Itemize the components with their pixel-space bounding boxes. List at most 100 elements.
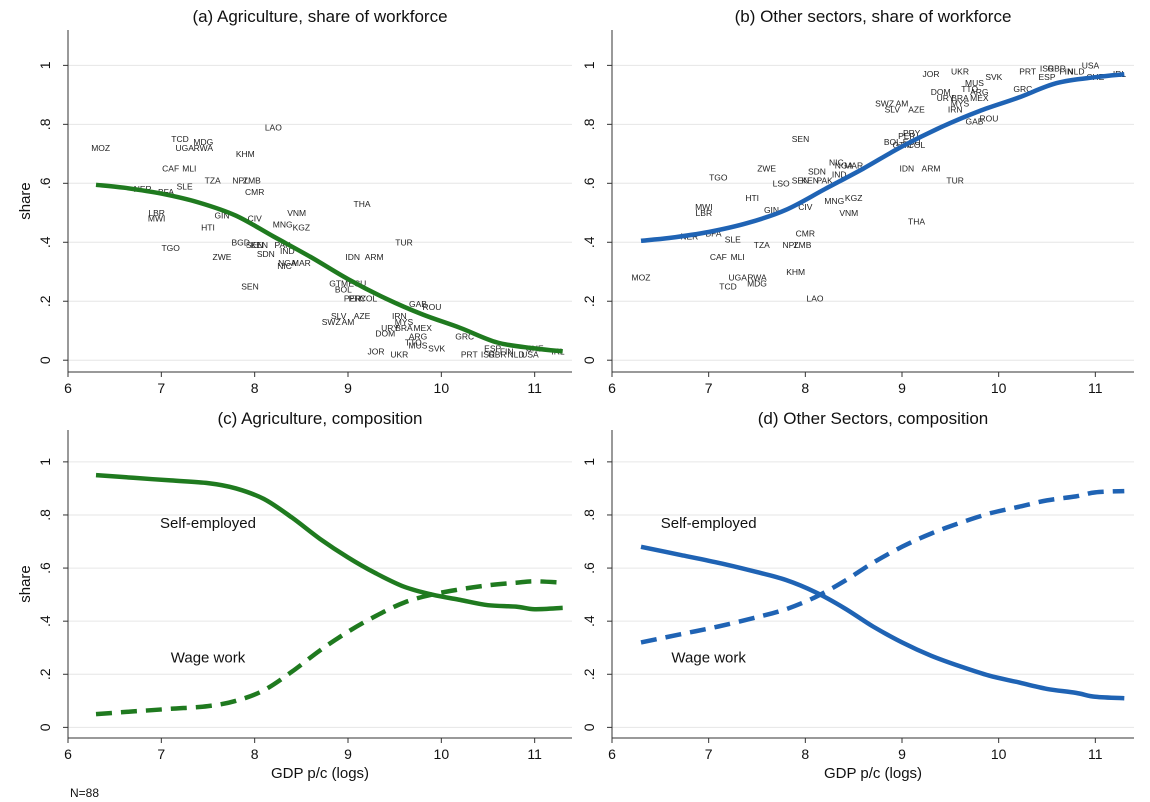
country-label-sle: SLE — [177, 181, 193, 191]
country-label-npl: NPL — [783, 240, 800, 250]
country-label-lbr: LBR — [148, 208, 165, 218]
country-label-aze: AZE — [354, 311, 371, 321]
country-label-jor: JOR — [368, 346, 385, 356]
country-label-moz: MOZ — [632, 273, 651, 283]
country-label-tha: THA — [908, 217, 925, 227]
annotation-self-employed: Self-employed — [661, 515, 757, 532]
country-label-zmb: ZMB — [243, 175, 261, 185]
x-tick-label: 11 — [527, 746, 542, 762]
country-label-svk: SVK — [985, 72, 1002, 82]
country-label-fin: FIN — [1059, 66, 1073, 76]
country-label-sen: SEN — [792, 175, 809, 185]
panel-title: (a) Agriculture, share of workforce — [192, 7, 447, 26]
country-label-caf: CAF — [162, 164, 179, 174]
country-label-prt: PRT — [1019, 66, 1036, 76]
country-label-pry: PRY — [349, 293, 367, 303]
country-label-tur: TUR — [395, 237, 412, 247]
country-label-swz: SWZ — [322, 317, 341, 327]
country-label-gbr: GBR — [488, 349, 506, 359]
country-label-ukr: UKR — [951, 66, 969, 76]
country-label-sle: SLE — [725, 234, 741, 244]
y-tick-label: .8 — [581, 509, 597, 521]
country-label-tto: TTO — [961, 84, 978, 94]
country-label-hti: HTI — [201, 223, 215, 233]
country-label-sen: SEN — [246, 240, 263, 250]
y-tick-label: 0 — [581, 356, 597, 364]
x-tick-label: 9 — [344, 380, 352, 396]
country-label-gin: GIN — [764, 205, 779, 215]
country-label-usa: USA — [521, 349, 539, 359]
country-label-gtm: GTM — [329, 279, 348, 289]
country-label-zmb: ZMB — [793, 240, 811, 250]
x-tick-label: 6 — [64, 380, 72, 396]
country-label-ken: KEN — [801, 175, 818, 185]
country-label-mwi: MWI — [695, 202, 712, 212]
annotation-wage-work: Wage work — [671, 649, 746, 666]
country-label-mar: MAR — [292, 258, 311, 268]
x-tick-label: 10 — [434, 380, 450, 396]
country-label-lao: LAO — [806, 293, 823, 303]
country-label-tgo: TGO — [709, 172, 728, 182]
x-tick-label: 10 — [991, 380, 1007, 396]
panel-title: (b) Other sectors, share of workforce — [735, 7, 1012, 26]
country-label-am: AM — [896, 99, 909, 109]
country-label-tcd: TCD — [719, 282, 736, 292]
y-tick-label: 1 — [581, 61, 597, 69]
country-label-mar: MAR — [844, 161, 863, 171]
y-tick-label: .6 — [37, 562, 53, 574]
y-axis-label: share — [17, 565, 34, 603]
country-label-arg: ARG — [409, 332, 427, 342]
country-label-mys: MYS — [951, 99, 970, 109]
country-label-lso: LSO — [773, 178, 790, 188]
country-label-cmr: CMR — [245, 187, 264, 197]
dashed-series-line — [95, 579, 563, 717]
y-tick-label: 0 — [37, 723, 53, 731]
x-tick-label: 11 — [527, 380, 542, 396]
country-label-grc: GRC — [1013, 84, 1032, 94]
country-label-idn: IDN — [345, 252, 360, 262]
country-label-bra: BRA — [951, 93, 969, 103]
country-label-mdg: MDG — [747, 279, 767, 289]
x-tick-label: 6 — [608, 746, 616, 762]
x-tick-label: 11 — [1088, 746, 1103, 762]
panel-b: 6 7 8 9 10 11 0 .2 .4 .6 .8 1 (b) Other sectors, sha… — [581, 7, 1134, 396]
country-label-arg: ARG — [970, 87, 988, 97]
country-label-tto: TTO — [405, 338, 422, 348]
country-label-ken: KEN — [251, 240, 268, 250]
country-label-mwi: MWI — [148, 214, 165, 224]
solid-series-line — [640, 71, 1125, 244]
country-label-lbr: LBR — [696, 208, 713, 218]
country-label-kgz: KGZ — [293, 223, 310, 233]
country-label-gbr: GBR — [1047, 63, 1065, 73]
x-tick-label: 7 — [157, 746, 165, 762]
country-label-gab: GAB — [966, 116, 984, 126]
country-label-bgd: BGD — [231, 237, 249, 247]
country-label-tza: TZA — [754, 240, 770, 250]
country-label-mng: MNG — [824, 196, 844, 206]
country-label-prt: PRT — [461, 349, 478, 359]
y-tick-label: .2 — [581, 668, 597, 680]
country-label-khm: KHM — [786, 267, 805, 277]
y-tick-label: .4 — [37, 236, 53, 248]
country-label-nga: NGA — [278, 258, 297, 268]
country-label-nld: NLD — [1067, 66, 1084, 76]
country-label-sdn: SDN — [257, 249, 275, 259]
country-label-per: PER — [344, 293, 361, 303]
country-label-svk: SVK — [428, 343, 445, 353]
country-label-tza: TZA — [205, 175, 221, 185]
y-tick-label: .2 — [37, 295, 53, 307]
country-label-mli: MLI — [182, 164, 196, 174]
country-label-grc: GRC — [455, 332, 474, 342]
sample-size-note: N=88 — [70, 786, 99, 800]
country-label-bol: BOL — [335, 284, 352, 294]
country-label-vnm: VNM — [839, 208, 858, 218]
country-label-cmr: CMR — [796, 228, 815, 238]
country-label-isr: ISR — [1040, 63, 1054, 73]
x-tick-label: 8 — [801, 380, 809, 396]
country-label-khm: KHM — [236, 149, 255, 159]
x-tick-label: 7 — [157, 380, 165, 396]
x-tick-label: 10 — [991, 746, 1007, 762]
y-tick-label: .6 — [581, 177, 597, 189]
x-axis-label: GDP p/c (logs) — [271, 765, 369, 782]
